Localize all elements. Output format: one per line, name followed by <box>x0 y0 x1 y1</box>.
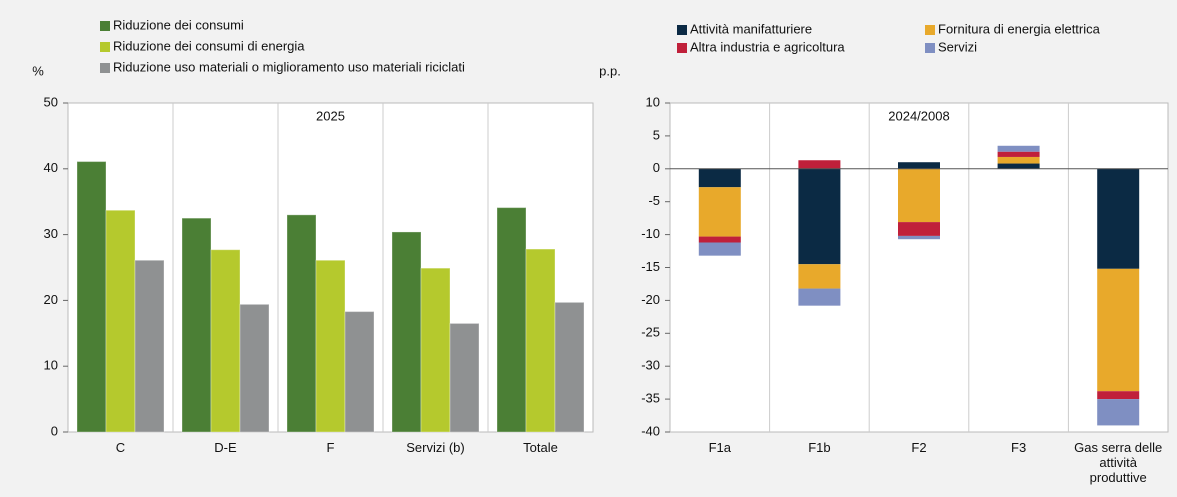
y-tick-label: -25 <box>641 325 660 340</box>
chart-title: 2025 <box>316 108 345 123</box>
bar <box>210 249 241 433</box>
bar <box>105 209 136 433</box>
x-label-box: D-E <box>214 440 237 455</box>
y-tick-label: 10 <box>646 94 660 109</box>
legend-label: Riduzione dei consumi <box>113 17 244 32</box>
bar-segment <box>1097 391 1140 400</box>
x-label-box: Servizi (b) <box>406 440 465 455</box>
bar <box>286 214 317 433</box>
x-tick-label: F <box>326 440 335 455</box>
legend-swatch <box>100 42 110 52</box>
bar-segment <box>997 145 1040 152</box>
bar-segment <box>898 222 940 236</box>
x-label-box: F3 <box>1011 440 1027 455</box>
bar <box>391 231 422 433</box>
plot-area <box>669 102 1169 433</box>
bar-segment <box>1097 399 1140 426</box>
bar <box>420 267 451 433</box>
legend-label: Attività manifatturiere <box>690 21 812 36</box>
bar-segment <box>1097 268 1140 392</box>
bar-segment <box>997 151 1040 157</box>
legend-swatch <box>677 25 687 35</box>
x-tick-label: F1a <box>708 440 731 455</box>
x-tick-label: F3 <box>1011 440 1027 455</box>
bar-segment <box>798 168 841 265</box>
bar-segment <box>997 156 1040 164</box>
x-label-box: Totale <box>523 440 558 455</box>
bar <box>134 259 165 433</box>
bar <box>181 217 212 433</box>
bar <box>76 161 107 433</box>
bar-segment <box>798 160 841 169</box>
y-tick-label: 5 <box>653 127 660 142</box>
y-tick-label: 30 <box>44 226 58 241</box>
legend-label: Riduzione uso materiali o miglioramento … <box>113 59 465 74</box>
bar <box>315 259 346 433</box>
y-tick-label: 0 <box>653 160 660 175</box>
y-tick-label: 50 <box>44 94 58 109</box>
bar-segment <box>898 235 940 240</box>
y-tick-label: 40 <box>44 160 58 175</box>
bar <box>525 248 556 433</box>
axis-label: p.p. <box>599 63 621 78</box>
bar <box>496 207 527 433</box>
bar <box>554 301 585 433</box>
x-tick-label: C <box>115 440 126 455</box>
bar <box>239 303 270 433</box>
bar-segment <box>698 236 741 243</box>
x-label-box: Gas serra delle attività produttive <box>1074 440 1163 485</box>
y-tick-label: -30 <box>641 358 660 373</box>
y-tick-label: -5 <box>648 193 660 208</box>
y-tick-label: 0 <box>51 423 58 438</box>
x-label-box: C <box>115 440 126 455</box>
bar-segment <box>698 242 741 256</box>
legend-swatch <box>100 63 110 73</box>
x-tick-label: Servizi (b) <box>406 440 465 455</box>
x-label-box: F1a <box>708 440 731 455</box>
axis-label: % <box>32 63 44 78</box>
y-tick-label: 10 <box>44 358 58 373</box>
y-tick-label: -15 <box>641 259 660 274</box>
bar-segment <box>798 288 841 306</box>
x-label-box: F <box>326 440 335 455</box>
bar <box>344 311 375 433</box>
x-tick-label: F1b <box>808 440 831 455</box>
bar <box>449 322 480 433</box>
legend-swatch <box>925 43 935 53</box>
legend-swatch <box>677 43 687 53</box>
x-label-box: F2 <box>911 440 927 455</box>
y-tick-label: -20 <box>641 292 660 307</box>
bar-segment <box>997 163 1040 169</box>
x-tick-label: D-E <box>214 440 237 455</box>
bar-segment <box>1097 168 1140 269</box>
y-tick-label: 20 <box>44 292 58 307</box>
legend-swatch <box>100 21 110 31</box>
y-tick-label: -40 <box>641 423 660 438</box>
bar-segment <box>798 264 841 289</box>
chart-title: 2024/2008 <box>888 108 949 123</box>
y-tick-label: -10 <box>641 226 660 241</box>
legend-label: Altra industria e agricoltura <box>690 39 845 54</box>
x-label-box: F1b <box>808 440 831 455</box>
bar-segment <box>698 187 741 237</box>
legend-label: Servizi <box>938 39 977 54</box>
legend-label: Riduzione dei consumi di energia <box>113 38 305 53</box>
x-tick-label: F2 <box>911 440 927 455</box>
x-tick-label: Totale <box>523 440 558 455</box>
bar-segment <box>698 168 741 188</box>
legend-swatch <box>925 25 935 35</box>
x-tick-label: Gas serra delle attività produttive <box>1074 440 1163 485</box>
bar-segment <box>898 168 940 223</box>
y-tick-label: -35 <box>641 391 660 406</box>
legend-label: Fornitura di energia elettrica <box>938 21 1101 36</box>
bar-segment <box>898 162 940 169</box>
